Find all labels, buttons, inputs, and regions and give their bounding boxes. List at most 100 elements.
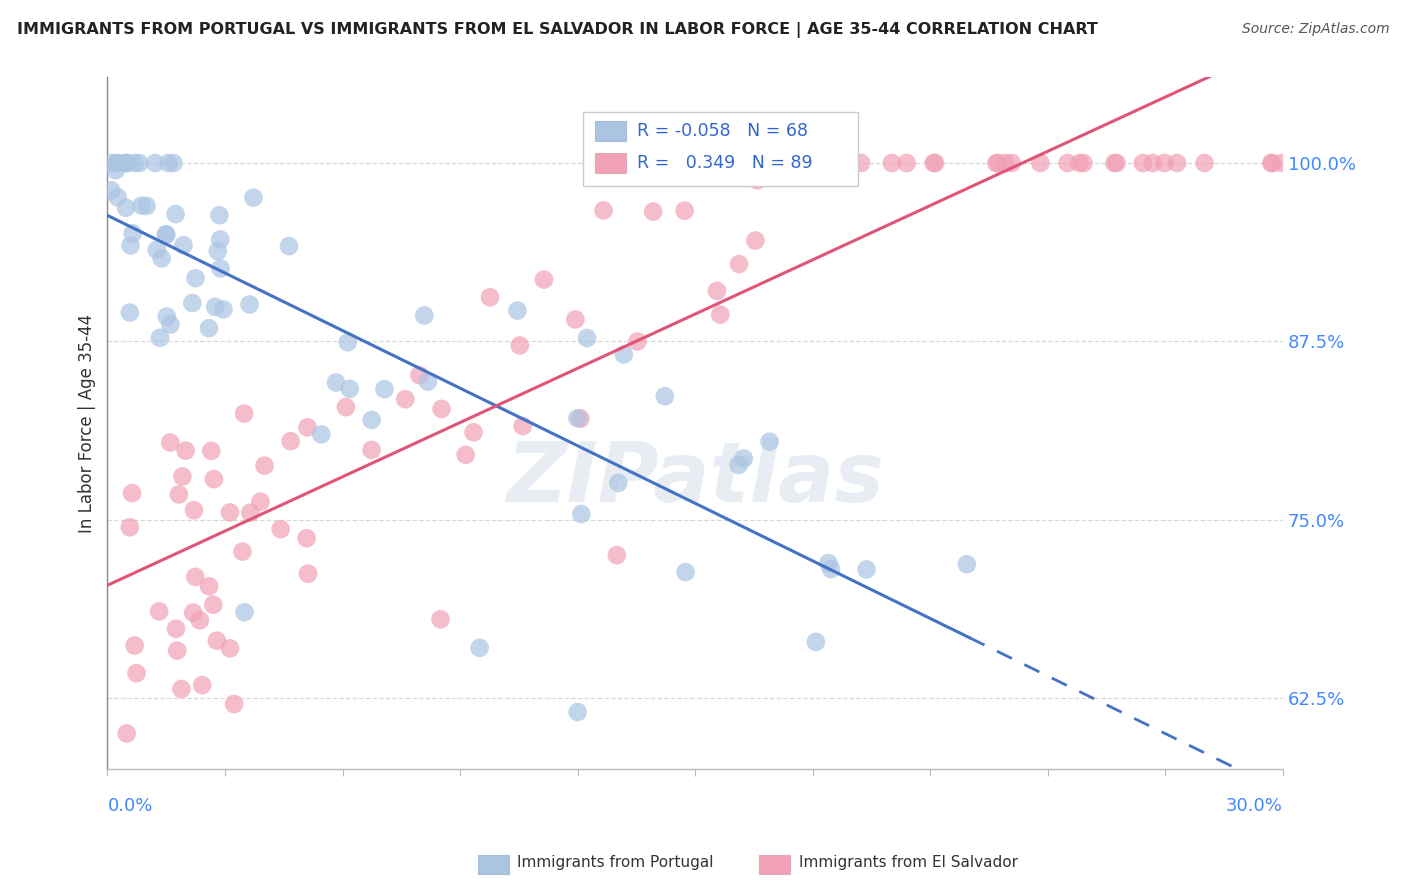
Point <box>849 156 872 170</box>
Point <box>637 156 659 170</box>
Point <box>155 227 177 242</box>
Point <box>479 290 502 304</box>
Text: IMMIGRANTS FROM PORTUGAL VS IMMIGRANTS FROM EL SALVADOR IN LABOR FORCE | AGE 35-: IMMIGRANTS FROM PORTUGAL VS IMMIGRANTS F… <box>17 22 1098 38</box>
Point <box>569 507 592 521</box>
Text: R =   0.349   N = 89: R = 0.349 N = 89 <box>637 154 813 172</box>
Point <box>249 494 271 508</box>
Point <box>295 531 318 545</box>
Text: 30.0%: 30.0% <box>1226 797 1284 814</box>
Point <box>335 400 357 414</box>
Point <box>429 612 451 626</box>
Point <box>131 199 153 213</box>
Point <box>146 243 169 257</box>
Point <box>231 544 253 558</box>
Point <box>336 335 359 350</box>
Point <box>1073 156 1095 170</box>
Point <box>118 305 141 319</box>
Point <box>413 309 436 323</box>
Point <box>162 156 184 170</box>
Point <box>107 190 129 204</box>
Point <box>181 606 204 620</box>
Point <box>148 604 170 618</box>
Point <box>181 296 204 310</box>
Point <box>838 156 860 170</box>
Point <box>758 434 780 449</box>
Point <box>209 261 232 276</box>
Point <box>747 173 769 187</box>
Point <box>1271 156 1294 170</box>
Point <box>270 522 292 536</box>
Point <box>115 156 138 170</box>
Point <box>297 420 319 434</box>
Point <box>509 338 531 352</box>
Point <box>1069 156 1091 170</box>
Point <box>253 458 276 473</box>
Point <box>1132 156 1154 170</box>
Point <box>512 419 534 434</box>
Point <box>567 705 589 719</box>
Point <box>394 392 416 407</box>
Text: R = -0.058   N = 68: R = -0.058 N = 68 <box>637 122 808 140</box>
Point <box>814 156 837 170</box>
Point <box>360 442 382 457</box>
Point <box>184 570 207 584</box>
Point <box>533 272 555 286</box>
Point <box>100 183 122 197</box>
Point <box>1194 156 1216 170</box>
Point <box>728 257 751 271</box>
Point <box>360 413 382 427</box>
Text: ZIPatlas: ZIPatlas <box>506 438 884 519</box>
Point <box>159 435 181 450</box>
Point <box>170 681 193 696</box>
Point <box>184 271 207 285</box>
Point <box>896 156 918 170</box>
Point <box>855 562 877 576</box>
Point <box>373 382 395 396</box>
Point <box>408 368 430 383</box>
Point <box>576 331 599 345</box>
Point <box>219 505 242 519</box>
Point <box>626 334 648 349</box>
Point <box>107 156 129 170</box>
Point <box>121 486 143 500</box>
Point <box>987 156 1010 170</box>
Point <box>205 633 228 648</box>
Point <box>157 156 180 170</box>
Point <box>339 382 361 396</box>
Point <box>278 239 301 253</box>
Point <box>183 503 205 517</box>
Point <box>124 156 146 170</box>
Point <box>233 407 256 421</box>
Point <box>219 641 242 656</box>
Point <box>1260 156 1282 170</box>
Point <box>191 678 214 692</box>
Point <box>1261 156 1284 170</box>
Point <box>820 562 842 576</box>
Point <box>778 156 800 170</box>
Point <box>454 448 477 462</box>
Point <box>135 199 157 213</box>
Point <box>986 156 1008 170</box>
Point <box>239 506 262 520</box>
Point <box>149 331 172 345</box>
Point <box>280 434 302 449</box>
Point <box>143 156 166 170</box>
Point <box>1142 156 1164 170</box>
Point <box>956 558 979 572</box>
Point <box>239 297 262 311</box>
Point <box>673 203 696 218</box>
Point <box>804 635 827 649</box>
Point <box>172 469 194 483</box>
Point <box>202 598 225 612</box>
Point <box>613 347 636 361</box>
Point <box>200 443 222 458</box>
Point <box>124 639 146 653</box>
Point <box>675 565 697 579</box>
Point <box>1105 156 1128 170</box>
Point <box>150 252 173 266</box>
Point <box>733 451 755 466</box>
Point <box>209 232 232 246</box>
Point <box>416 375 439 389</box>
Point <box>174 443 197 458</box>
Point <box>683 156 706 170</box>
